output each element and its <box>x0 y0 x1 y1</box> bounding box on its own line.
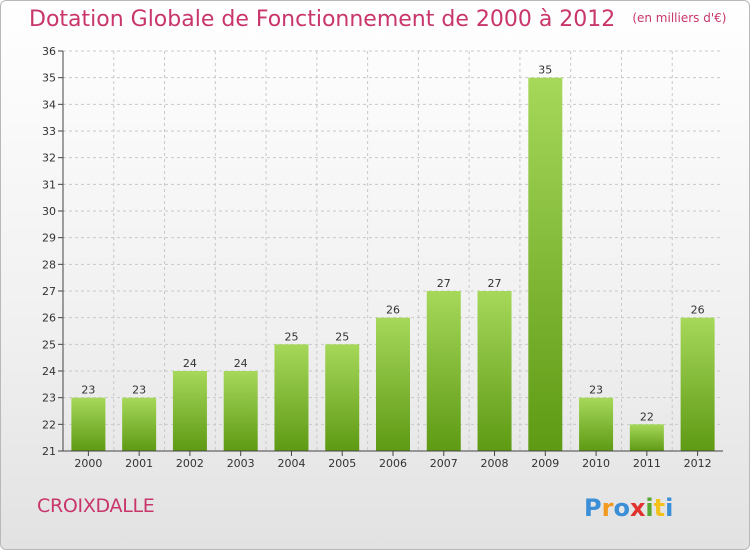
bar-value-label: 25 <box>335 330 349 343</box>
x-tick-label: 2010 <box>582 457 610 470</box>
bar-value-label: 22 <box>640 410 654 423</box>
svg-text:Proxiti: Proxiti <box>584 494 673 522</box>
x-tick-label: 2005 <box>328 457 356 470</box>
bar-2009 <box>528 77 563 452</box>
x-tick-label: 2007 <box>430 457 458 470</box>
x-tick-label: 2011 <box>633 457 661 470</box>
x-tick-label: 2000 <box>74 457 102 470</box>
chart-title-text: Dotation Globale de Fonctionnement de 20… <box>29 7 616 32</box>
bar-2003 <box>223 371 258 451</box>
bar-2002 <box>172 371 207 451</box>
x-tick-label: 2012 <box>684 457 712 470</box>
bar-2012 <box>680 317 715 451</box>
bar-2001 <box>122 397 157 451</box>
bar-2008 <box>477 291 512 451</box>
y-tick-label: 34 <box>42 98 56 111</box>
y-tick-label: 21 <box>42 445 56 458</box>
y-tick-label: 35 <box>42 72 56 85</box>
y-tick-label: 31 <box>42 178 56 191</box>
proxiti-logo: Proxiti <box>584 494 673 522</box>
y-tick-label: 22 <box>42 418 56 431</box>
bar-2010 <box>579 397 614 451</box>
bars: 23 23 24 24 25 25 26 27 27 35 23 22 26 <box>71 64 715 452</box>
bar-value-label: 24 <box>234 357 248 370</box>
bar-value-label: 27 <box>488 277 502 290</box>
y-tick-label: 30 <box>42 205 56 218</box>
bar-2000 <box>71 397 106 451</box>
bar-value-label: 25 <box>284 330 298 343</box>
y-tick-label: 33 <box>42 125 56 138</box>
y-tick-label: 26 <box>42 312 56 325</box>
y-tick-label: 25 <box>42 338 56 351</box>
x-tick-label: 2009 <box>531 457 559 470</box>
bar-2005 <box>325 344 360 451</box>
y-tick-label: 32 <box>42 152 56 165</box>
x-tick-label: 2004 <box>277 457 305 470</box>
chart-unit: (en milliers d'€) <box>632 11 727 25</box>
bar-2007 <box>426 291 461 451</box>
bar-2006 <box>376 317 410 451</box>
y-tick-label: 36 <box>42 45 56 58</box>
bar-2004 <box>274 344 309 451</box>
bar-value-label: 23 <box>81 384 95 397</box>
y-tick-label: 28 <box>42 258 56 271</box>
x-tick-label: 2001 <box>125 457 153 470</box>
commune-name: CROIXDALLE <box>37 495 155 517</box>
y-tick-label: 29 <box>42 232 56 245</box>
bar-value-label: 26 <box>386 304 400 317</box>
bar-value-label: 27 <box>437 277 451 290</box>
x-tick-label: 2008 <box>481 457 509 470</box>
bar-value-label: 23 <box>589 384 603 397</box>
axes: 21 22 23 24 25 26 27 28 29 30 31 32 33 34 35 36 2000 2001… <box>42 45 723 470</box>
chart-title: Dotation Globale de Fonctionnement de 20… <box>29 7 726 32</box>
bar-value-label: 26 <box>691 304 705 317</box>
bar-value-label: 23 <box>132 384 146 397</box>
x-tick-label: 2003 <box>227 457 255 470</box>
x-tick-label: 2002 <box>176 457 204 470</box>
y-tick-label: 23 <box>42 392 56 405</box>
bar-value-label: 35 <box>538 64 552 77</box>
bar-value-label: 24 <box>183 357 197 370</box>
y-tick-label: 27 <box>42 285 56 298</box>
x-tick-label: 2006 <box>379 457 407 470</box>
bar-2011 <box>629 424 664 451</box>
y-tick-label: 24 <box>42 365 56 378</box>
